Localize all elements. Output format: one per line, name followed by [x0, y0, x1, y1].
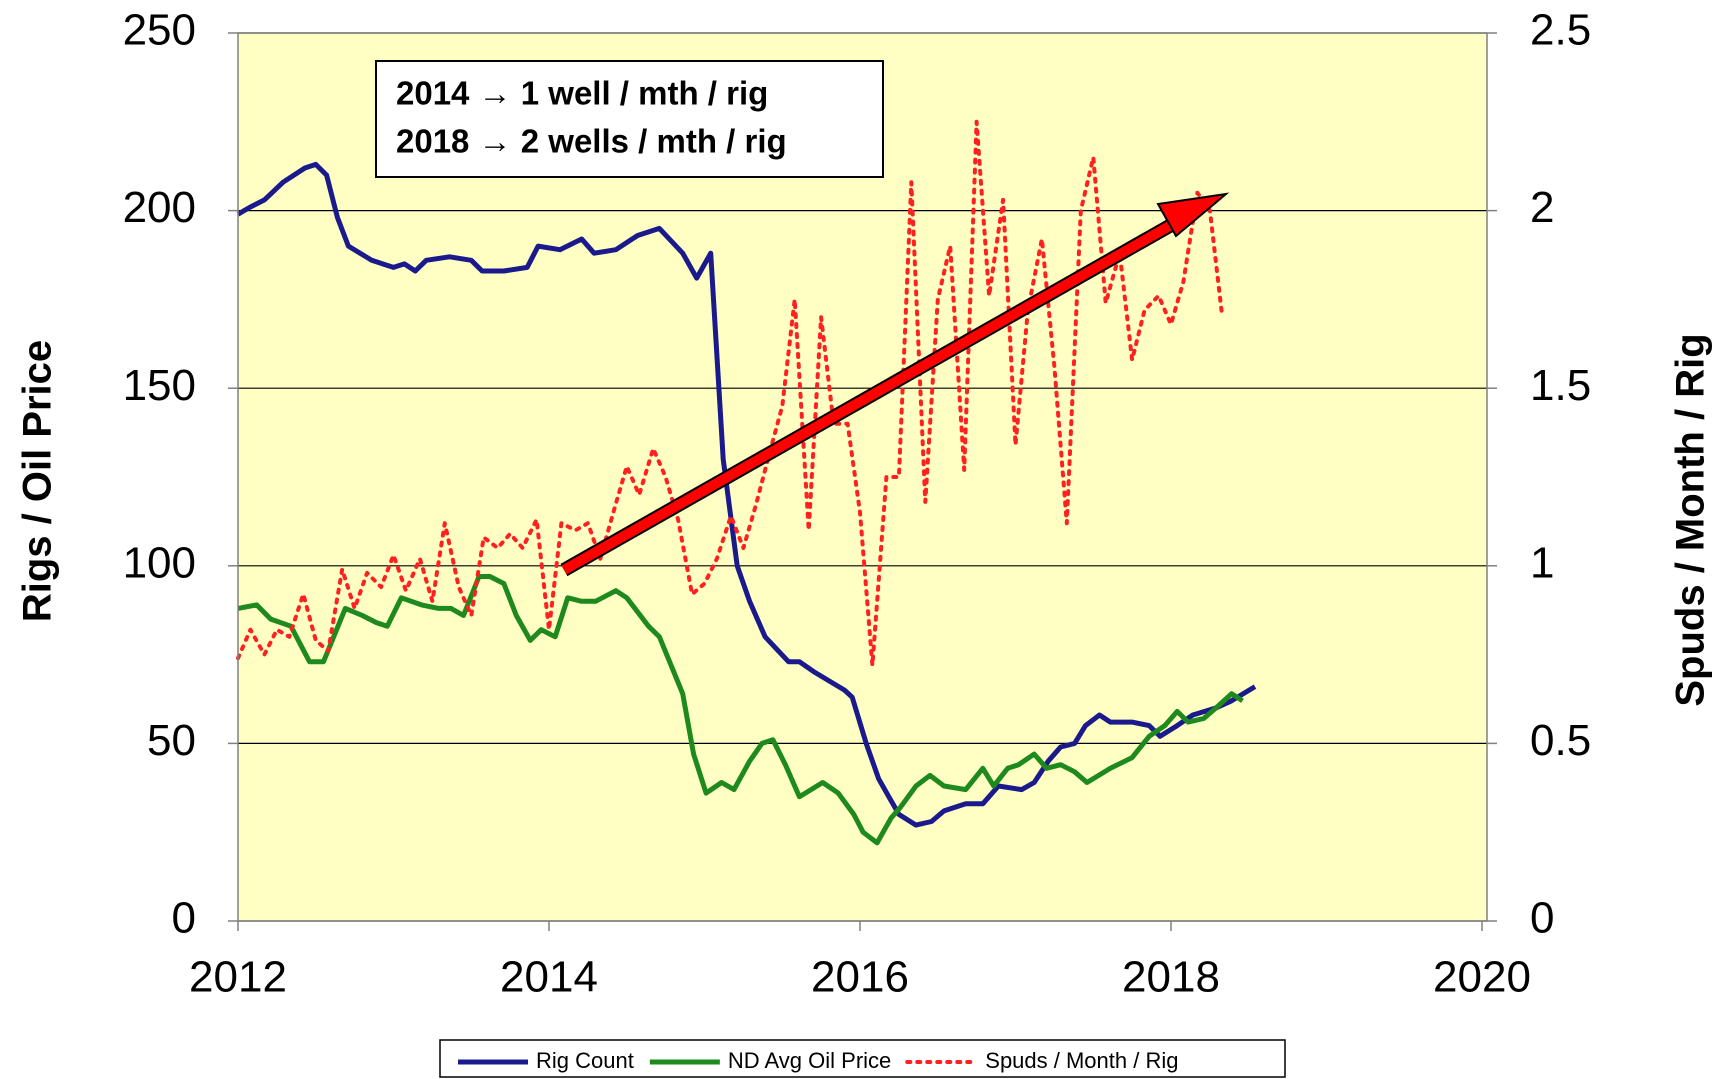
- arrow: [560, 192, 1230, 577]
- y-axis-title: Rigs / Oil Price: [16, 340, 60, 622]
- y2-tick-label: 2: [1530, 183, 1554, 232]
- plot-area: [238, 33, 1487, 921]
- y2-axis-title: Spuds / Month / Rig: [1669, 333, 1713, 706]
- x-tick-label: 2020: [1433, 953, 1531, 1002]
- legend-label: ND Avg Oil Price: [728, 1048, 891, 1073]
- x-tick-label: 2018: [1122, 953, 1220, 1002]
- series-line: [236, 119, 1225, 668]
- y-tick-label: 150: [123, 361, 196, 410]
- y-tick-label: 100: [123, 538, 196, 587]
- legend-box: [439, 1039, 1286, 1078]
- y2-tick-label: 0.5: [1530, 716, 1591, 765]
- arrow-head: [1156, 192, 1230, 238]
- annotation: 2014 → 1 well / mth / rig: [396, 75, 768, 112]
- legend-label: Spuds / Month / Rig: [985, 1048, 1178, 1073]
- x-tick-label: 2012: [189, 953, 287, 1002]
- x-tick-label: 2014: [500, 953, 598, 1002]
- x-tick-label: 2016: [811, 953, 909, 1002]
- y-tick-label: 200: [123, 183, 196, 232]
- y2-tick-label: 2.5: [1530, 6, 1591, 55]
- y-tick-label: 0: [172, 894, 196, 943]
- series-line: [237, 574, 1244, 846]
- y2-tick-label: 1.5: [1530, 361, 1591, 410]
- annotation: 2018 → 2 wells / mth / rig: [396, 123, 787, 160]
- y2-tick-label: 1: [1530, 538, 1554, 587]
- series-line: [236, 161, 1257, 828]
- legend-label: Rig Count: [536, 1048, 634, 1073]
- y-tick-label: 50: [147, 716, 196, 765]
- y2-tick-label: 0: [1530, 894, 1554, 943]
- y-tick-label: 250: [123, 6, 196, 55]
- annotation-box: [375, 60, 884, 178]
- arrow-shaft: [561, 215, 1183, 575]
- plot-border: [237, 32, 1488, 922]
